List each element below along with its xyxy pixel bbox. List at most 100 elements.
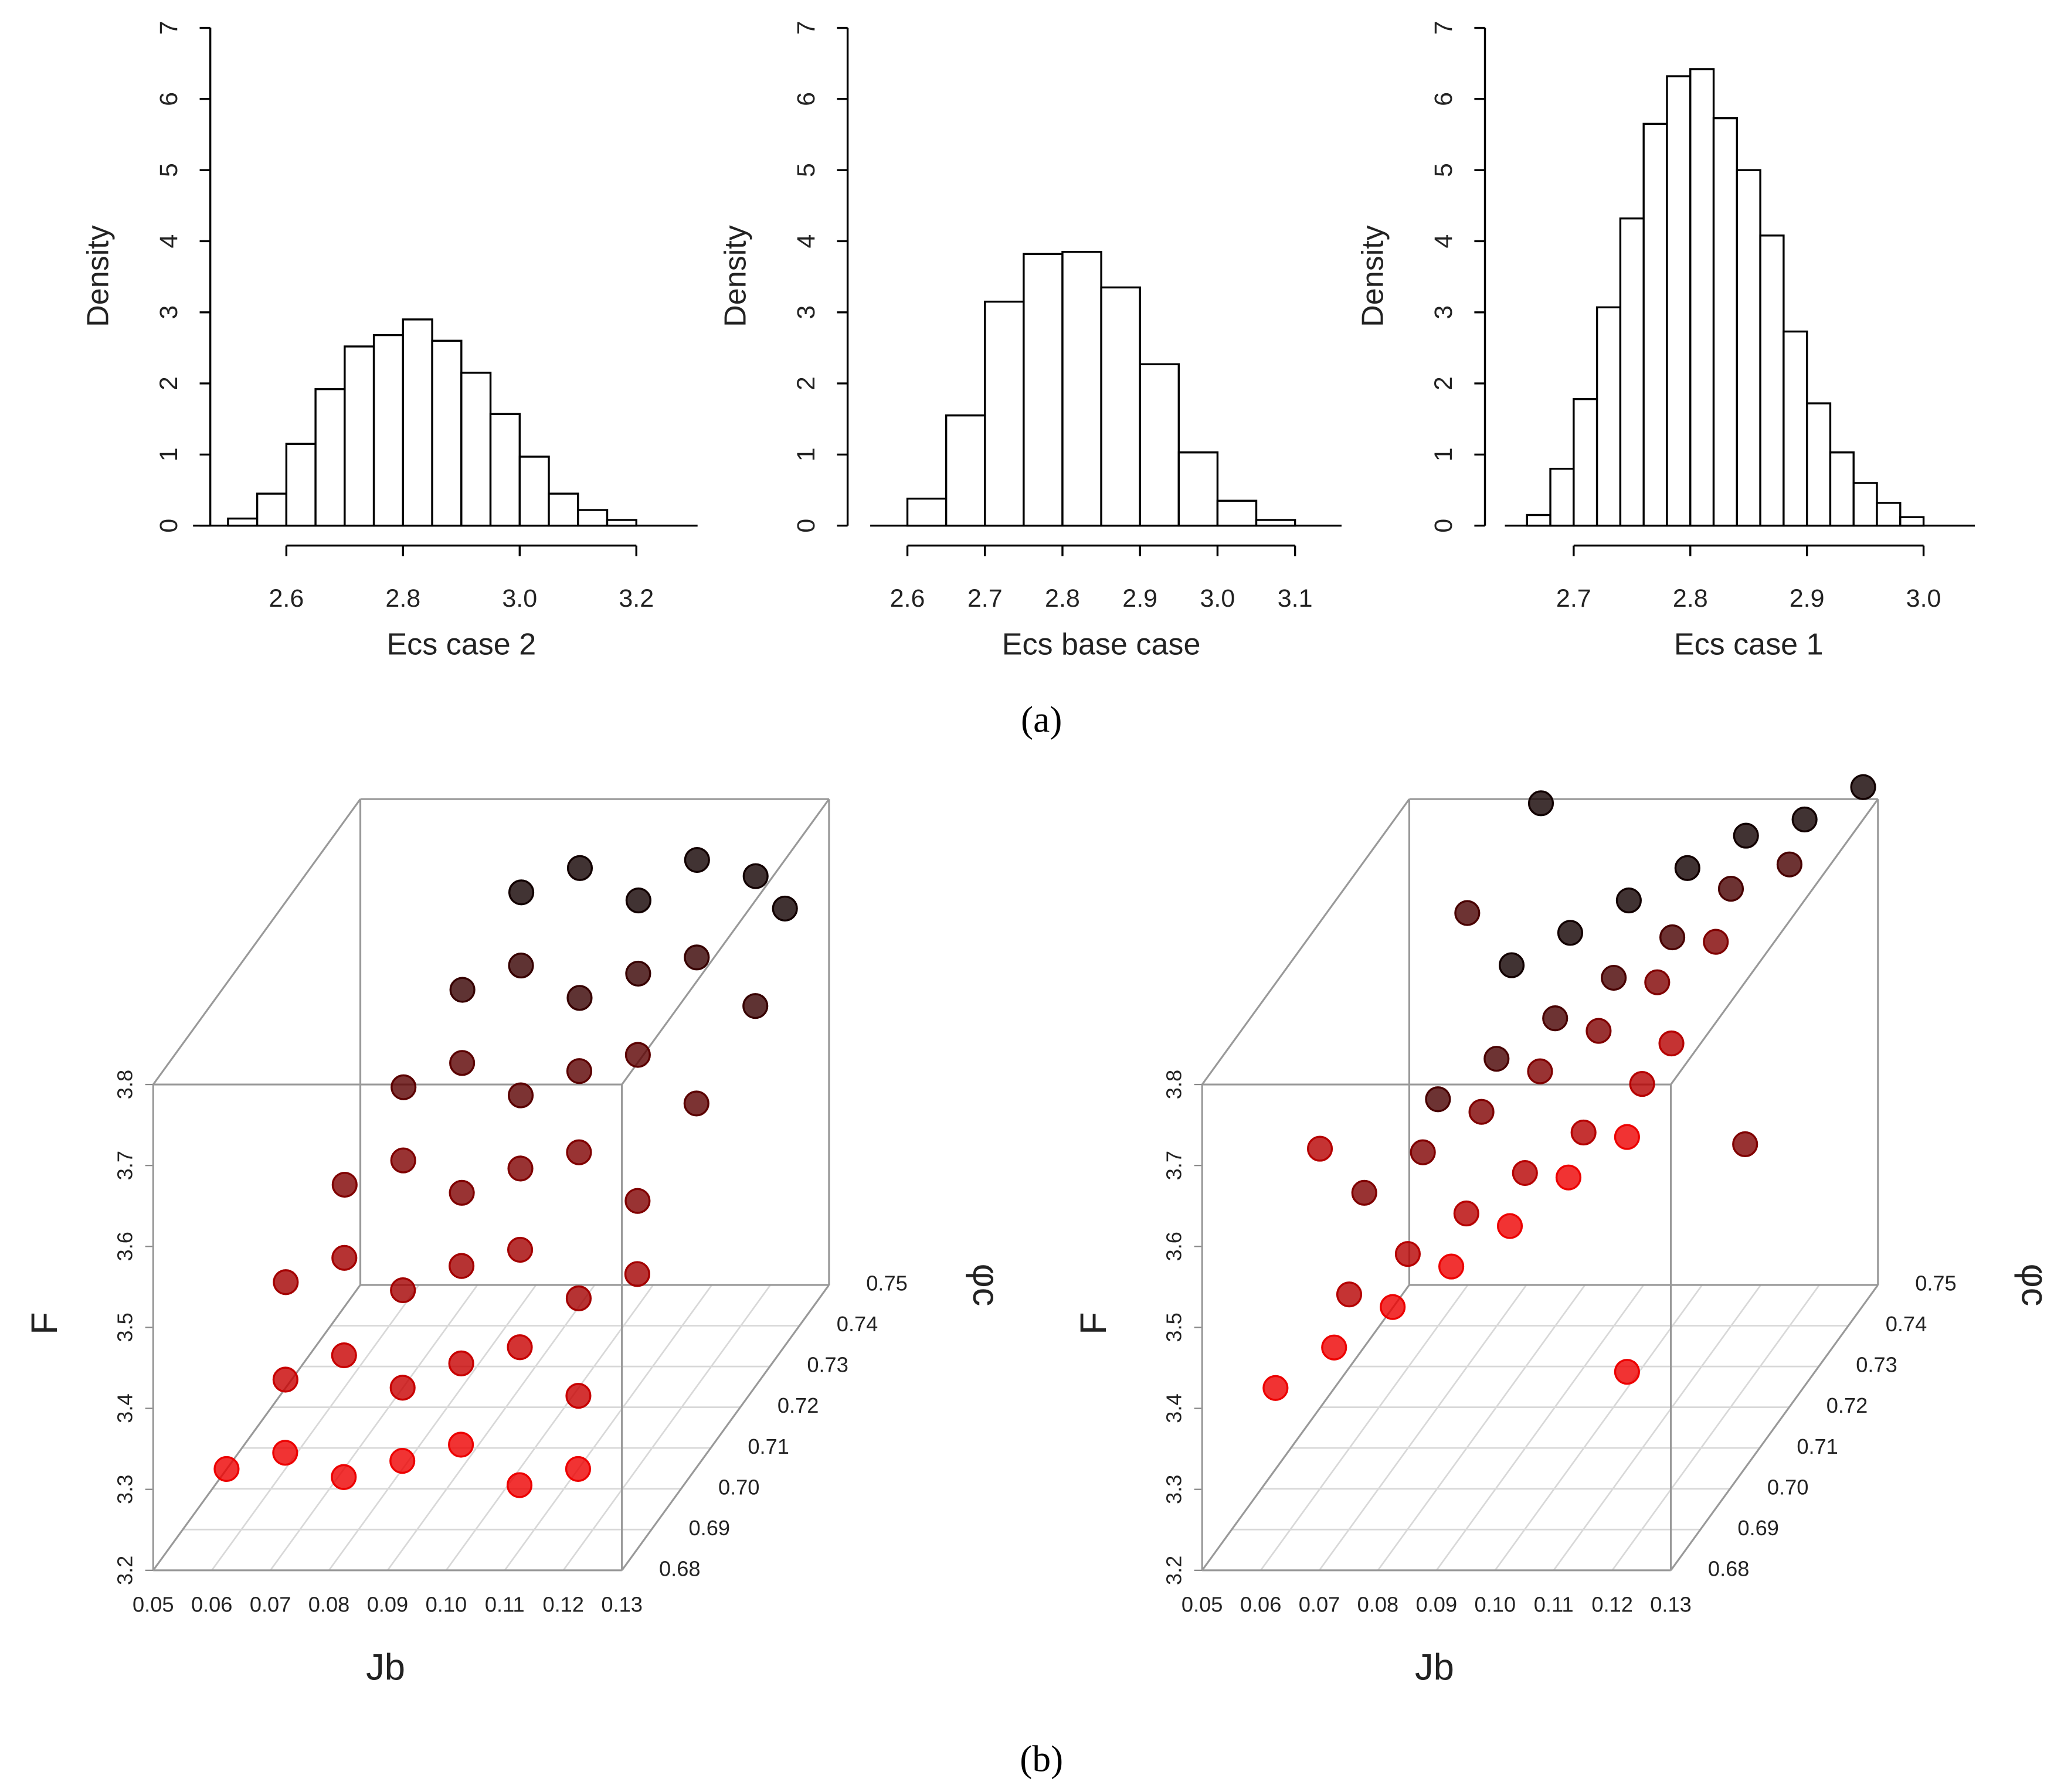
y-tick-label: 5	[155, 163, 183, 177]
point	[507, 1155, 534, 1182]
point	[625, 960, 651, 987]
x-tick-label: 0.06	[191, 1593, 233, 1617]
point	[507, 1236, 534, 1263]
point	[1659, 924, 1686, 951]
floor-grid-line	[386, 1284, 596, 1571]
point	[684, 846, 710, 873]
z-tick-label: 3.4	[1162, 1393, 1186, 1423]
point	[508, 953, 534, 979]
y-tick-label: 0.75	[1915, 1271, 1957, 1295]
box-edge	[1670, 798, 1879, 1085]
bar	[577, 509, 609, 527]
z-axis-label: F	[24, 1312, 65, 1335]
y-tick-label: 3	[155, 305, 183, 319]
bar	[945, 414, 986, 527]
z-tick-label: 3.5	[113, 1312, 137, 1342]
y-tick-label: 5	[792, 163, 820, 177]
point	[742, 993, 769, 1019]
y-tick-label: 0.68	[1708, 1556, 1749, 1580]
y-tick-label: 0.71	[748, 1434, 789, 1458]
x-tick-label: 0.07	[1299, 1593, 1340, 1617]
point	[566, 1058, 593, 1084]
point	[389, 1375, 416, 1401]
bar	[1619, 217, 1645, 527]
bar	[1549, 467, 1575, 527]
y-tick-label: 0.75	[866, 1271, 908, 1295]
floor-grid-line	[1377, 1284, 1586, 1571]
floor-grid-line	[1435, 1284, 1645, 1571]
z-tick-label: 3.7	[1162, 1151, 1186, 1180]
point	[772, 895, 798, 921]
y-tick-label: 0.73	[807, 1353, 848, 1377]
floor-grid-line	[504, 1284, 713, 1571]
y-tick-label: 2	[792, 376, 820, 390]
x-tick-label: 2.8	[1673, 584, 1708, 613]
y-tick-label: 2	[155, 376, 183, 390]
x-tick-label: 2.7	[967, 584, 1003, 613]
bar	[344, 345, 375, 527]
bar	[1595, 306, 1622, 527]
caption: (a)	[1021, 699, 1062, 740]
y-tick-label: 4	[155, 234, 183, 249]
x-tick-label: 0.08	[1357, 1593, 1398, 1617]
point	[506, 1472, 533, 1498]
caption: (b)	[1020, 1739, 1063, 1780]
x-tick-label: 0.11	[1534, 1593, 1574, 1617]
bar	[1759, 234, 1785, 527]
bar	[431, 339, 463, 527]
point	[1850, 774, 1876, 800]
y-tick-label: 7	[1430, 21, 1458, 35]
x-tick-label: 0.05	[1182, 1593, 1223, 1617]
point	[331, 1244, 358, 1271]
y-axis-label: Density	[718, 225, 752, 327]
y-tick-label: 7	[155, 21, 183, 35]
point	[1262, 1375, 1289, 1401]
point	[1614, 1124, 1640, 1150]
bar	[256, 492, 288, 527]
bar	[1177, 451, 1219, 527]
point	[1629, 1071, 1655, 1097]
point	[1336, 1281, 1363, 1308]
x-tick-label: 3.0	[502, 584, 537, 613]
point	[1644, 969, 1671, 995]
bar	[1100, 286, 1141, 527]
y-tick-label: 3	[1430, 305, 1458, 319]
y-tick-label: 0.72	[778, 1393, 819, 1417]
floor-grid-line	[1553, 1284, 1762, 1571]
point	[390, 1277, 416, 1304]
point	[1615, 888, 1642, 914]
z-tick-label: 3.8	[1162, 1070, 1186, 1099]
point	[449, 1253, 475, 1279]
y-tick-label: 6	[792, 92, 820, 106]
bar	[1852, 482, 1878, 527]
y-tick-label: 6	[155, 92, 183, 106]
point	[624, 1042, 651, 1068]
point	[1351, 1179, 1377, 1206]
y-tick-label: 5	[1430, 163, 1458, 177]
point	[449, 1179, 475, 1206]
bar	[1666, 75, 1692, 527]
point	[507, 1334, 533, 1361]
bar	[984, 300, 1025, 527]
x-tick-label: 3.0	[1906, 584, 1941, 613]
bar	[1712, 117, 1739, 527]
point	[331, 1464, 357, 1490]
bar	[1805, 402, 1832, 527]
point	[1527, 1058, 1553, 1084]
box-edge	[152, 1284, 361, 1571]
point	[448, 1350, 474, 1376]
point	[625, 888, 651, 914]
y-tick-label: 4	[792, 234, 820, 249]
x-tick-label: 0.10	[426, 1593, 467, 1617]
y-tick-label: 3	[792, 305, 820, 319]
point	[1732, 1131, 1758, 1158]
x-tick-label: 0.09	[367, 1593, 408, 1617]
bar	[1255, 519, 1296, 527]
bar	[1899, 516, 1925, 527]
z-tick-label: 3.2	[113, 1556, 137, 1585]
point	[1601, 964, 1627, 991]
y-axis-label: Density	[1356, 225, 1390, 327]
bar	[402, 318, 433, 527]
floor-grid-line	[562, 1284, 772, 1571]
